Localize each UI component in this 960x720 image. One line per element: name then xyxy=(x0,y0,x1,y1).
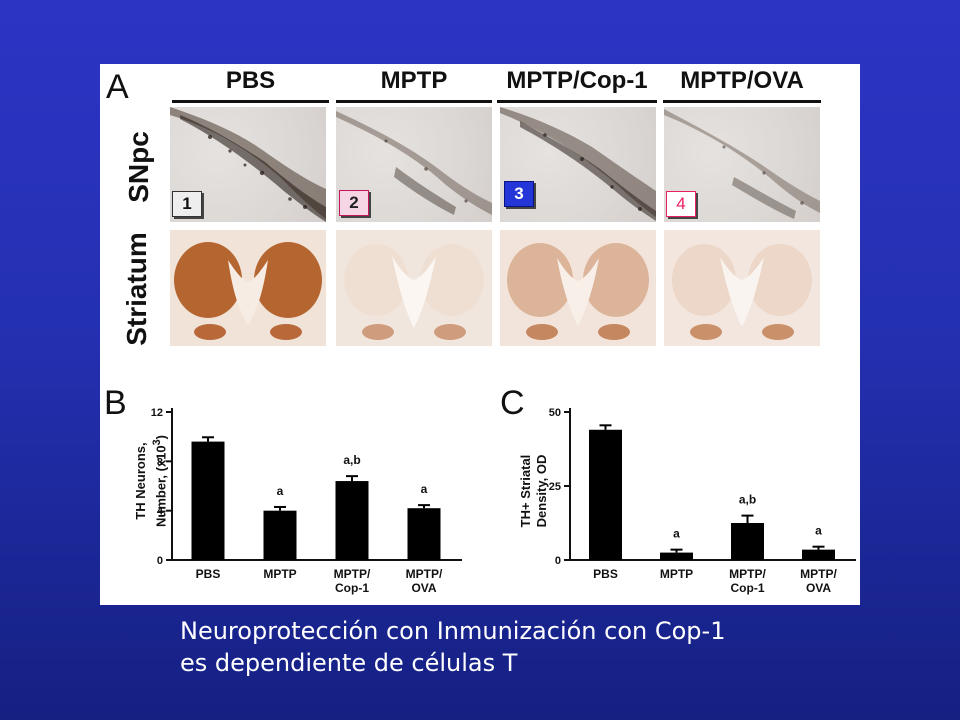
column-header-mptp-cop1: MPTP/Cop-1 xyxy=(497,66,657,103)
column-header-mptp-ova: MPTP/OVA xyxy=(663,66,821,103)
badge-2: 2 xyxy=(339,190,369,216)
chart-c-bar xyxy=(802,549,835,560)
badge-4: 4 xyxy=(666,191,696,217)
row-label-snpc: SNpc xyxy=(123,131,154,203)
chart-b-y-tick-label: 4 xyxy=(157,506,164,518)
chart-b-y-tick-label: 0 xyxy=(157,555,163,567)
chart-c-category-label: Cop-1 xyxy=(731,581,765,595)
column-header-pbs: PBS xyxy=(172,66,329,103)
snpc-micrograph-mptp-cop1 xyxy=(500,107,656,222)
caption-line-2: es dependiente de células T xyxy=(180,649,518,677)
chart-b-annotation: a xyxy=(421,482,428,496)
panel-c-letter: C xyxy=(500,384,525,422)
striatum-section-mptp xyxy=(336,230,492,346)
panel-b-letter: B xyxy=(104,384,127,422)
chart-c-bar xyxy=(660,552,693,560)
chart-b-y-tick-label: 8 xyxy=(157,456,163,468)
row-label-striatum: Striatum xyxy=(121,232,152,346)
chart-b: 0 4 8 12 PBS a MPTP a,b MPTP/Cop-1 a MPTP/OVA xyxy=(151,407,462,595)
striatum-section-mptp-ova xyxy=(664,230,820,346)
caption-line-1: Neuroprotección con Inmunización con Cop… xyxy=(180,617,726,645)
chart-b-bar xyxy=(335,481,369,560)
chart-c-category-label: PBS xyxy=(593,567,618,581)
badge-1: 1 xyxy=(172,191,202,217)
chart-b-category-label: OVA xyxy=(411,581,436,595)
chart-c-annotation: a xyxy=(673,527,680,541)
chart-c-category-label: MPTP/ xyxy=(729,567,766,581)
chart-c-bar xyxy=(589,429,622,560)
chart-c-y-tick-label: 50 xyxy=(549,407,561,419)
column-header-mptp: MPTP xyxy=(336,66,492,103)
chart-b-annotation: a xyxy=(277,484,284,498)
badge-3: 3 xyxy=(504,181,534,207)
chart-c-bar xyxy=(731,523,764,560)
chart-c-annotation: a,b xyxy=(739,493,756,507)
chart-b-bar xyxy=(263,510,297,560)
chart-b-category-label: Cop-1 xyxy=(335,581,369,595)
chart-c-annotation: a xyxy=(815,524,822,538)
chart-b-category-label: MPTP xyxy=(263,567,296,581)
research-figure: A PBS MPTP MPTP/Cop-1 MPTP/OVA SNpc Stri… xyxy=(100,64,860,605)
slide-caption: Neuroprotección con Inmunización con Cop… xyxy=(180,615,880,679)
chart-b-category-label: MPTP/ xyxy=(334,567,371,581)
panel-a-letter: A xyxy=(106,68,129,106)
chart-b-bar xyxy=(191,441,225,560)
chart-c: 0 25 50 PBS a MPTP a,b MPTP/Cop-1 a MPTP/OVA xyxy=(549,407,856,595)
chart-b-bar xyxy=(407,508,441,560)
chart-b-annotation: a,b xyxy=(343,453,360,467)
chart-c-y-tick-label: 0 xyxy=(555,555,561,567)
chart-c-category-label: MPTP xyxy=(660,567,693,581)
chart-c-category-label: OVA xyxy=(806,581,831,595)
chart-b-category-label: MPTP/ xyxy=(406,567,443,581)
chart-b-category-label: PBS xyxy=(196,567,221,581)
striatum-section-pbs xyxy=(170,230,326,346)
chart-c-y-tick-label: 25 xyxy=(549,481,561,493)
chart-b-y-tick-label: 12 xyxy=(151,407,163,419)
chart-c-category-label: MPTP/ xyxy=(800,567,837,581)
striatum-section-mptp-cop1 xyxy=(500,230,656,346)
